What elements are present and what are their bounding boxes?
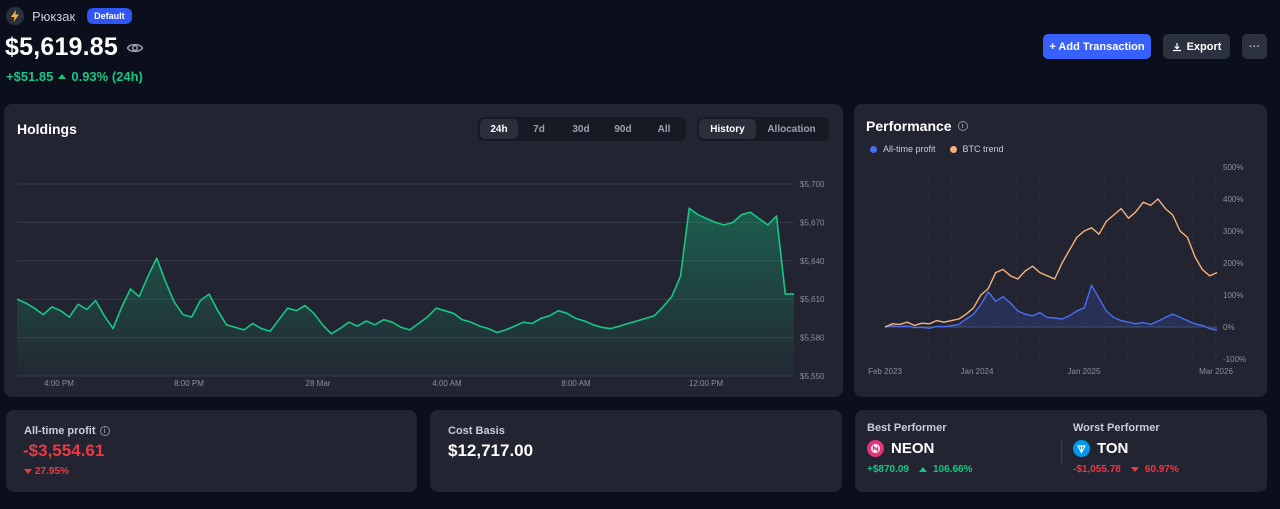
triangle-up-icon (919, 467, 927, 472)
y-tick-label: 300% (1223, 227, 1243, 236)
portfolio-logo[interactable] (6, 7, 24, 25)
range-90d[interactable]: 90d (614, 123, 632, 135)
worst-change: -$1,055.78 60.97% (1073, 464, 1179, 475)
worst-asset[interactable]: TON (1073, 440, 1128, 457)
range-24h[interactable]: 24h (480, 119, 518, 139)
view-selector: History Allocation (697, 117, 829, 141)
triangle-up-icon (58, 74, 67, 79)
view-history[interactable]: History (699, 119, 756, 139)
profit-area (885, 285, 1217, 331)
ton-icon (1073, 440, 1090, 457)
y-tick-label: 0% (1223, 323, 1235, 332)
cost-basis-value: $12,717.00 (448, 441, 534, 460)
holdings-card: Holdings 24h 7d 30d 90d All History Allo… (4, 104, 843, 397)
change-pct: 0.93% (24h) (71, 69, 143, 84)
x-tick-label: 12:00 PM (689, 379, 724, 388)
best-pct: 106.66% (933, 464, 973, 475)
performance-title-text: Performance (866, 118, 952, 134)
y-tick-label: -100% (1223, 355, 1246, 364)
x-tick-label: 28 Mar (306, 379, 331, 388)
holdings-chart[interactable]: $5,700 $5,670 $5,640 $5,610 $5,580 $5,550 4:00… (4, 104, 843, 397)
y-tick-label: $5,580 (800, 334, 825, 343)
x-tick-label: 4:00 AM (432, 379, 462, 388)
y-tick-label: $5,670 (800, 218, 825, 227)
y-tick-label: 500% (1223, 163, 1243, 172)
btc-trend-line (884, 198, 1218, 328)
holdings-title: Holdings (17, 121, 77, 137)
x-tick-label: Jan 2024 (961, 367, 994, 376)
legend-label: All-time profit (883, 144, 936, 154)
x-tick-label: 8:00 PM (174, 379, 204, 388)
x-tick-label: Jan 2025 (1068, 367, 1101, 376)
default-badge: Default (87, 8, 132, 24)
best-asset[interactable]: NEON (867, 440, 934, 457)
triangle-down-icon (24, 469, 32, 474)
export-button[interactable]: Export (1163, 34, 1230, 59)
x-tick-label: Feb 2023 (868, 367, 902, 376)
performance-chart[interactable]: 500% 400% 300% 200% 100% 0% -100% Feb 2023 Jan 2… (854, 104, 1267, 397)
bolt-icon (11, 10, 19, 22)
best-symbol: NEON (891, 440, 935, 457)
y-tick-label: $5,640 (800, 257, 825, 266)
range-7d[interactable]: 7d (533, 123, 545, 135)
portfolio-total-value: $5,619.85 (5, 33, 119, 61)
performance-card: Performance i All-time profit BTC trend … (854, 104, 1267, 397)
x-tick-label: Mar 2026 (1199, 367, 1233, 376)
more-options-button[interactable]: ··· (1242, 34, 1267, 59)
y-tick-label: 100% (1223, 291, 1243, 300)
y-tick-label: 400% (1223, 195, 1243, 204)
eye-icon[interactable] (126, 39, 144, 57)
profit-card: All-time profit i -$3,554.61 27.95% (6, 410, 417, 492)
range-selector: 24h 7d 30d 90d All (478, 117, 686, 141)
best-change: +$870.09 106.66% (867, 464, 972, 475)
view-allocation[interactable]: Allocation (767, 123, 816, 135)
best-value: +$870.09 (867, 464, 909, 475)
range-all[interactable]: All (657, 123, 671, 135)
performance-legend: All-time profit BTC trend (870, 144, 1004, 154)
portfolio-header: Рюкзак Default (6, 7, 132, 25)
change-abs: +$51.85 (6, 69, 54, 84)
y-tick-label: $5,700 (800, 180, 825, 189)
info-icon[interactable]: i (99, 426, 110, 436)
y-tick-label: 200% (1223, 259, 1243, 268)
neon-icon (867, 440, 884, 457)
profit-label-text: All-time profit (24, 425, 96, 437)
x-tick-label: 4:00 PM (44, 379, 74, 388)
worst-pct: 60.97% (1144, 464, 1179, 475)
worst-label: Worst Performer (1073, 422, 1160, 434)
profit-label: All-time profit i (24, 425, 110, 437)
legend-label: BTC trend (962, 144, 1004, 154)
profit-change: 27.95% (24, 466, 69, 477)
divider (1061, 440, 1062, 464)
export-label: Export (1186, 40, 1222, 53)
performers-card: Best Performer NEON +$870.09 106.66% Wor… (855, 410, 1267, 492)
performance-title: Performance i (866, 118, 968, 134)
download-icon (1172, 42, 1181, 51)
info-icon[interactable]: i (957, 121, 968, 131)
worst-symbol: TON (1097, 440, 1129, 457)
profit-value: -$3,554.61 (23, 441, 105, 460)
triangle-down-icon (1130, 467, 1139, 472)
range-30d[interactable]: 30d (572, 123, 590, 135)
legend-item-profit[interactable]: All-time profit (870, 144, 936, 154)
profit-pct: 27.95% (35, 466, 69, 477)
add-transaction-button[interactable]: + Add Transaction (1043, 34, 1151, 59)
legend-dot-icon (870, 145, 877, 153)
cost-basis-label: Cost Basis (448, 425, 505, 437)
x-tick-label: 8:00 AM (561, 379, 591, 388)
profit-line (884, 284, 1218, 331)
holdings-line (16, 207, 794, 335)
cost-basis-card: Cost Basis $12,717.00 (430, 410, 842, 492)
portfolio-total: $5,619.85 (5, 33, 144, 62)
y-tick-label: $5,550 (800, 372, 825, 381)
best-label: Best Performer (867, 422, 947, 434)
legend-dot-icon (949, 145, 957, 153)
holdings-area (17, 208, 794, 376)
worst-value: -$1,055.78 (1073, 464, 1121, 475)
legend-item-btc[interactable]: BTC trend (949, 144, 1004, 154)
y-tick-label: $5,610 (800, 295, 825, 304)
portfolio-change: +$51.85 0.93% (24h) (6, 69, 143, 84)
portfolio-name[interactable]: Рюкзак (32, 8, 76, 24)
